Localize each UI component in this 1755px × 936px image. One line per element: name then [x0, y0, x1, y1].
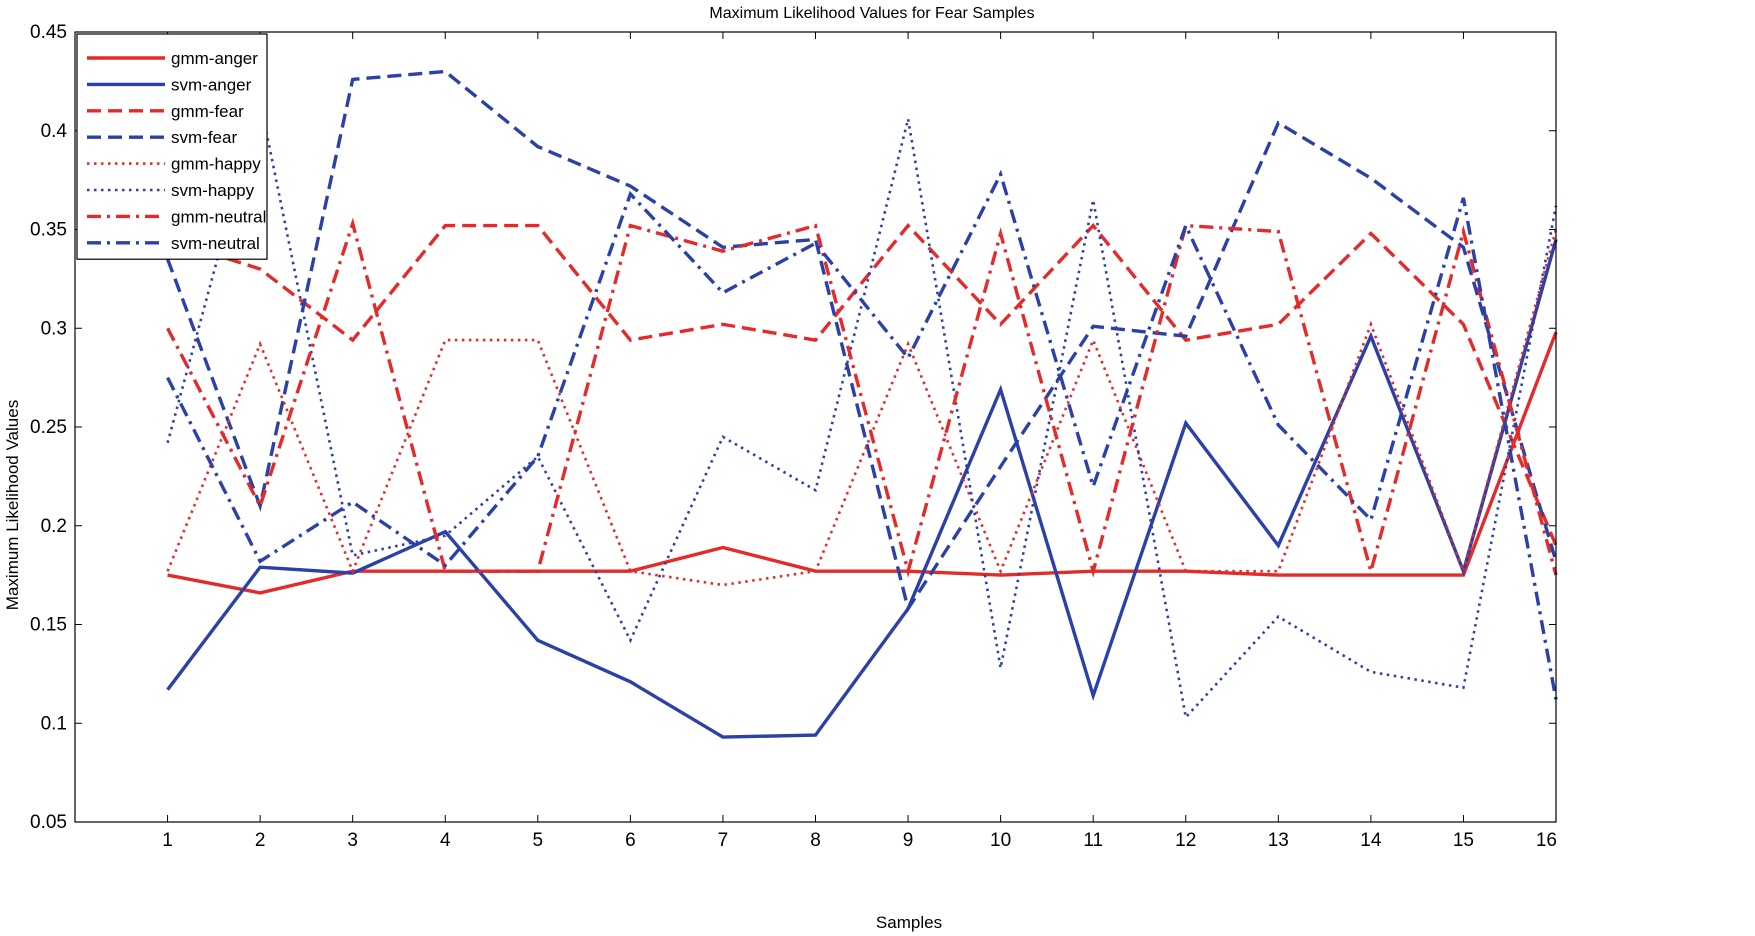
legend-label-svm-neutral: svm-neutral	[171, 234, 260, 253]
series-line-svm-anger	[166, 238, 1558, 739]
x-tick-label: 1	[162, 830, 173, 851]
series-line-svm-fear	[166, 69, 1558, 613]
chart-title: Maximum Likelihood Values for Fear Sampl…	[709, 5, 1034, 22]
x-tick-label: 9	[903, 830, 914, 851]
y-tick-label: 0.25	[30, 417, 67, 438]
y-axis-ticks: 0.05 0.1 0.15 0.2 0.25 0.3 0.35 0.4 0.45	[30, 22, 1556, 833]
legend-box	[76, 33, 268, 260]
x-tick-label: 11	[1083, 830, 1103, 851]
y-tick-label: 0.4	[41, 121, 68, 142]
legend-label-svm-fear: svm-fear	[171, 128, 237, 147]
plot-frame	[74, 31, 1557, 823]
legend: gmm-anger svm-anger gmm-fear svm-fear gmm-ha…	[76, 33, 268, 260]
plot-series-group	[166, 69, 1558, 739]
x-tick-label: 5	[533, 830, 544, 851]
x-tick-label: 6	[625, 830, 636, 851]
series-line-gmm-anger	[167, 331, 1558, 595]
legend-label-gmm-neutral: gmm-neutral	[171, 207, 266, 226]
legend-label-svm-anger: svm-anger	[171, 75, 252, 94]
x-tick-label: 4	[440, 830, 451, 851]
legend-label-gmm-happy: gmm-happy	[171, 155, 261, 174]
y-tick-label: 0.2	[41, 516, 67, 537]
y-axis-title: Maximum Likelihood Values	[3, 400, 22, 610]
x-axis-ticks: 1 2 3 4 5 6 7 8 9 10 11 12 13 14 15 16	[162, 32, 1557, 851]
x-tick-label: 7	[718, 830, 729, 851]
y-tick-label: 0.15	[30, 615, 67, 636]
legend-label-gmm-anger: gmm-anger	[171, 49, 258, 68]
series-line-svm-neutral	[166, 169, 1558, 700]
x-tick-label: 8	[810, 830, 821, 851]
legend-label-gmm-fear: gmm-fear	[171, 102, 244, 121]
x-tick-label: 2	[255, 830, 266, 851]
series-line-gmm-fear	[167, 223, 1558, 547]
x-tick-label: 12	[1175, 830, 1196, 851]
x-tick-label: 14	[1360, 830, 1382, 851]
x-axis-title: Samples	[876, 913, 942, 932]
x-tick-label: 15	[1453, 830, 1474, 851]
y-tick-label: 0.35	[30, 220, 67, 241]
y-tick-label: 0.3	[41, 318, 67, 339]
x-tick-label: 16	[1536, 830, 1557, 851]
series-line-gmm-neutral	[166, 217, 1558, 578]
y-tick-label: 0.05	[30, 812, 67, 833]
legend-label-svm-happy: svm-happy	[171, 181, 255, 200]
x-tick-label: 10	[990, 830, 1011, 851]
y-tick-label: 0.1	[41, 713, 67, 734]
y-tick-label: 0.45	[30, 22, 67, 43]
x-tick-label: 13	[1268, 830, 1289, 851]
x-tick-label: 3	[347, 830, 358, 851]
